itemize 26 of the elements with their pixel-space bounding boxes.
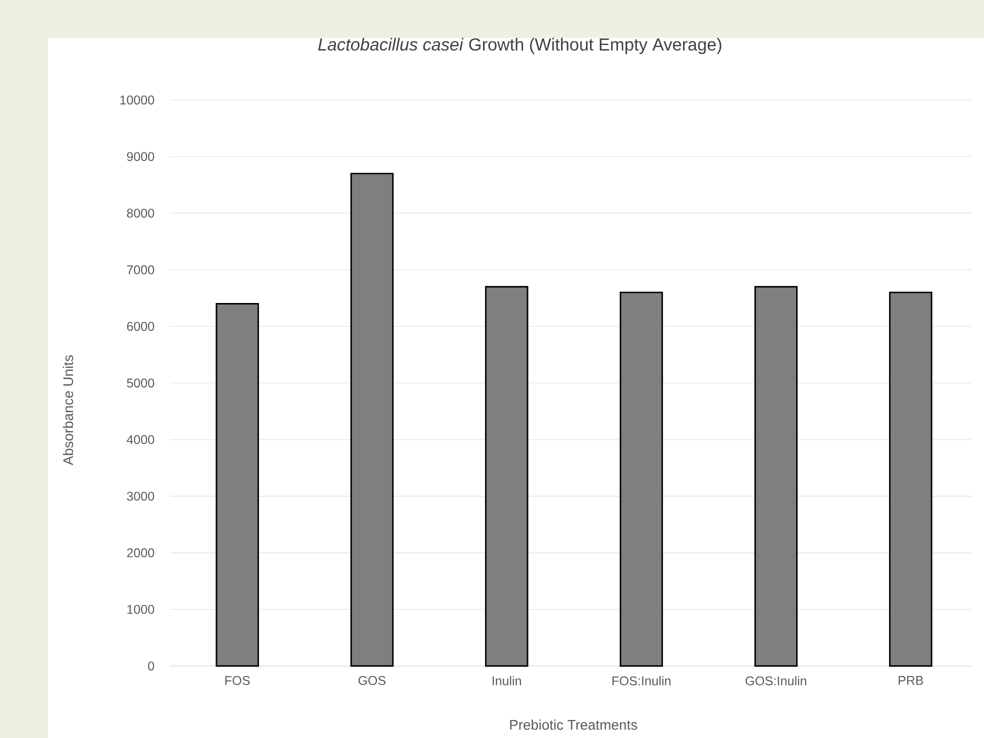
chart-title: Lactobacillus casei Growth (Without Empty Average) <box>318 38 722 54</box>
y-tick-label: 8000 <box>126 208 154 218</box>
x-tick-label: GOS <box>358 676 386 686</box>
x-tick-label: GOS:Inulin <box>746 676 806 686</box>
bar <box>485 286 528 667</box>
y-axis-title: Absorbance Units <box>62 355 74 466</box>
bar <box>754 286 798 667</box>
x-tick-label: PRB <box>898 676 924 685</box>
y-tick-label: 2000 <box>127 548 154 558</box>
x-axis-title: Prebiotic Treatments <box>510 720 638 730</box>
bar <box>889 292 932 667</box>
y-tick-label: 3000 <box>126 492 154 501</box>
y-tick-label: 10000 <box>120 96 154 104</box>
y-tick-label: 6000 <box>127 322 154 331</box>
y-tick-label: 0 <box>148 662 154 670</box>
x-tick-label: FOS <box>225 676 250 686</box>
bar <box>216 303 259 667</box>
bar <box>350 172 394 667</box>
x-tick-label: FOS:Inulin <box>612 676 670 686</box>
y-tick-label: 7000 <box>127 265 154 274</box>
y-tick-label: 5000 <box>126 378 154 388</box>
y-tick-label: 4000 <box>126 435 154 444</box>
bar <box>620 292 663 667</box>
y-tick-label: 1000 <box>127 604 154 614</box>
y-tick-label: 9000 <box>127 152 154 162</box>
x-tick-label: Inulin <box>492 676 521 686</box>
